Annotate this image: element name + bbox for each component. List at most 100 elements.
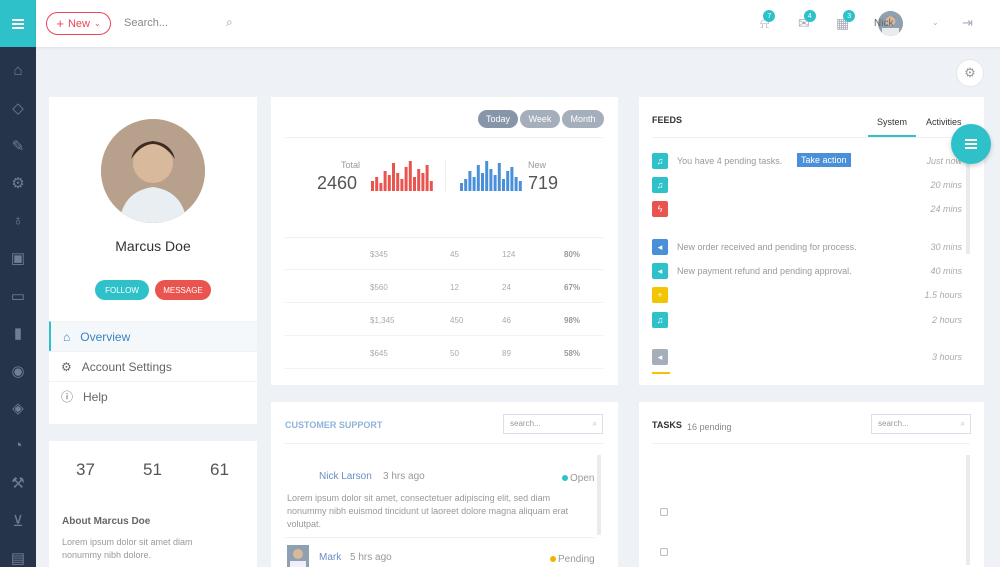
quick-action-button[interactable] — [951, 124, 991, 164]
message-button[interactable]: MESSAGE — [155, 280, 211, 300]
ticket-author[interactable]: Nick Larson — [319, 471, 372, 482]
user-name[interactable]: Nick — [874, 18, 894, 29]
spark-bar — [497, 163, 501, 191]
chevron-down-icon: ⌄ — [93, 19, 101, 28]
docs-icon[interactable]: ▤ — [10, 550, 26, 567]
table-cell: 98% — [564, 316, 581, 325]
menu-item-overview[interactable]: ⌂ Overview — [49, 321, 257, 351]
spark-bar — [375, 177, 379, 191]
rss-icon[interactable]: ◔ — [13, 437, 23, 455]
home-icon[interactable]: ⌂ — [13, 62, 23, 80]
status-dot — [550, 556, 556, 562]
tab-month[interactable]: Month — [562, 110, 604, 128]
menu-toggle-button[interactable] — [0, 0, 36, 47]
spark-bar — [396, 173, 400, 191]
megaphone-icon: ◂ — [652, 263, 668, 279]
new-button[interactable]: + New ⌄ — [46, 12, 111, 35]
diamond-icon[interactable]: ◇ — [12, 100, 24, 118]
profile-name: Marcus Doe — [115, 238, 191, 254]
spark-bar — [493, 175, 497, 191]
feed-item[interactable]: ♫ 20 mins — [652, 177, 962, 197]
settings-icon[interactable]: ⚙ — [11, 175, 25, 193]
task-checkbox[interactable] — [660, 508, 668, 516]
ticket-time: 3 hrs ago — [383, 471, 425, 482]
feed-time: 1.5 hours — [924, 290, 962, 300]
menu-item-label: Account Settings — [81, 359, 172, 374]
map-pin-icon[interactable]: ◉ — [11, 362, 25, 380]
spark-bar — [408, 161, 412, 191]
profile-avatar — [101, 119, 205, 223]
ticket-status: Pending — [558, 554, 595, 565]
scrollbar[interactable] — [966, 455, 970, 565]
divider — [285, 237, 603, 238]
hamburger-icon — [12, 22, 24, 25]
feed-time: 3 hours — [931, 352, 962, 362]
feed-item[interactable]: ♫ 2 hours — [652, 312, 962, 332]
puzzle-icon[interactable]: ✎ — [11, 137, 25, 155]
page-settings-button[interactable]: ⚙ — [956, 59, 984, 87]
feed-item[interactable]: ◂ 3 hours — [652, 349, 962, 369]
bulb-icon[interactable]: ♁ — [12, 212, 24, 230]
support-search-input[interactable]: search... ⌕ — [503, 414, 603, 434]
table-row: $345 45 124 80% — [285, 238, 603, 270]
bell-icon[interactable]: ⍾ 7 — [760, 10, 776, 32]
spark-bar — [400, 179, 404, 191]
feed-time: 40 mins — [930, 266, 962, 276]
scrollbar[interactable] — [966, 150, 970, 254]
feed-time: 2 hours — [931, 315, 962, 325]
chevron-down-icon[interactable]: ⌄ — [932, 18, 939, 27]
tab-system[interactable]: System — [877, 117, 908, 127]
new-button-label: New — [67, 17, 90, 30]
scrollbar[interactable] — [597, 455, 601, 535]
megaphone-icon: ◂ — [652, 349, 668, 365]
table-cell: $560 — [370, 283, 388, 292]
envelope-icon[interactable]: ✉ 4 — [798, 10, 816, 32]
megaphone-icon: ◂ — [652, 239, 668, 255]
bar-chart-icon[interactable]: ▮ — [13, 325, 23, 343]
ticket-author[interactable]: Mark — [319, 552, 342, 563]
layers-icon[interactable]: ◈ — [12, 400, 24, 418]
spark-bar — [460, 183, 463, 191]
divider — [445, 160, 446, 192]
active-tab-indicator — [868, 135, 916, 137]
task-checkbox[interactable] — [660, 548, 668, 556]
feed-item[interactable]: ◂ New order received and pending for proc… — [652, 239, 962, 259]
table-row: $645 50 89 58% — [285, 337, 603, 369]
search-input[interactable]: Search... — [124, 17, 169, 29]
calendar-badge: 3 — [843, 10, 856, 22]
feed-item[interactable]: +1.5 hours — [652, 287, 962, 307]
take-action-button[interactable]: Take action — [797, 153, 851, 167]
briefcase-icon[interactable]: ▣ — [10, 250, 26, 268]
feed-item[interactable]: ♫ You have 4 pending tasks. Take action Jus… — [652, 153, 962, 173]
wrench-icon[interactable]: ⚒ — [11, 475, 25, 493]
bell-icon: ♫ — [652, 153, 668, 169]
spark-bar — [421, 173, 425, 191]
tasks-pending: 16 pending — [687, 422, 732, 432]
feed-text: You have 4 pending tasks. — [677, 156, 783, 166]
user-avatar[interactable] — [878, 11, 903, 36]
logout-icon[interactable]: ⇥ — [962, 15, 973, 30]
feed-item[interactable]: ϟ 24 mins — [652, 201, 962, 221]
follow-button[interactable]: FOLLOW — [95, 280, 149, 300]
stat-value: 51 — [143, 460, 162, 479]
calendar-icon[interactable]: ▦ 3 — [836, 10, 856, 32]
tab-activities[interactable]: Activities — [926, 117, 962, 127]
feed-time: Just now — [926, 156, 962, 166]
spark-bar — [506, 171, 510, 191]
menu-item-help[interactable]: ⓘ Help — [49, 381, 257, 411]
tab-week[interactable]: Week — [520, 110, 560, 128]
tab-today[interactable]: Today — [478, 110, 518, 128]
about-text: Lorem ipsum dolor sit amet diam nonummy … — [62, 537, 193, 560]
feed-item[interactable]: ◂ New payment refund and pending approval… — [652, 263, 962, 283]
bolt-icon: ϟ — [652, 201, 668, 217]
tasks-search-input[interactable]: search... ⌕ — [871, 414, 971, 434]
menu-item-account-settings[interactable]: ⚙ Account Settings — [49, 351, 257, 381]
table-cell: 45 — [450, 250, 459, 259]
folder-icon[interactable]: ▭ — [10, 287, 26, 305]
spark-bar — [371, 181, 374, 191]
spark-bar — [392, 163, 395, 191]
message-badge: 4 — [803, 10, 816, 22]
cart-icon[interactable]: ⊻ — [12, 512, 24, 530]
left-sidebar: ⌂ ◇ ✎ ⚙ ♁ ▣ ▭ ▮ ◉ ◈ ◔ ⚒ ⊻ ▤ — [0, 0, 36, 567]
search-icon[interactable]: ⌕ — [226, 15, 233, 29]
